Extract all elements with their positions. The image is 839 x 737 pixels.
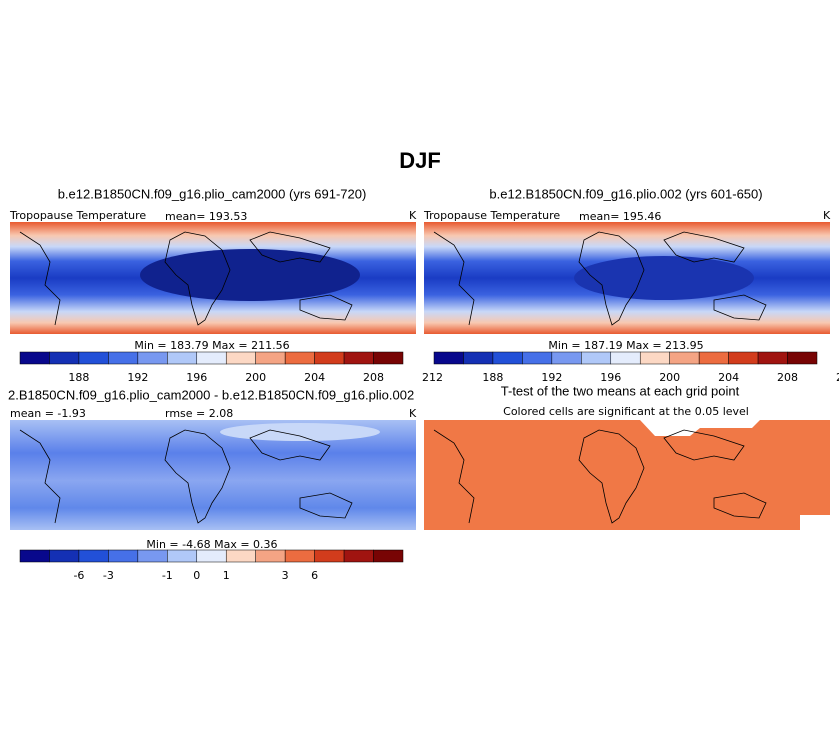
colorbar-cell [196, 351, 227, 365]
colorbar-cell [373, 351, 404, 365]
colorbar-cell [284, 549, 315, 563]
panel-subheading: Colored cells are significant at the 0.0… [503, 405, 749, 418]
colorbar-cell [255, 351, 286, 365]
colorbar-cell [610, 351, 641, 365]
variable-label: Tropopause Temperature [423, 209, 560, 222]
colorbar-cell [757, 351, 788, 365]
colorbar-label: 6 [311, 569, 318, 582]
colorbar-cell [581, 351, 612, 365]
colorbar-cell [698, 351, 729, 365]
stats-label: Min = 183.79 Max = 211.56 [134, 339, 289, 352]
colorbar-cell [196, 549, 227, 563]
colorbar-cell [225, 549, 256, 563]
panel-heading: 2.B1850CN.f09_g16.plio_cam2000 - b.e12.B… [8, 387, 414, 402]
colorbar-cell [49, 351, 80, 365]
map [424, 222, 830, 334]
colorbar-label: 0 [193, 569, 200, 582]
colorbar-label: 200 [659, 371, 680, 384]
map [424, 420, 830, 530]
colorbar-cell [343, 549, 374, 563]
colorbar-label: 1 [223, 569, 230, 582]
colorbar-cell [108, 351, 139, 365]
colorbar-cell [78, 549, 109, 563]
colorbar-label: 188 [68, 371, 89, 384]
colorbar-label: 212 [836, 371, 839, 384]
colorbar-label: 3 [282, 569, 289, 582]
colorbar-cell [137, 549, 168, 563]
colorbar-label: 196 [186, 371, 207, 384]
colorbar-label: 192 [127, 371, 148, 384]
colorbar-cell [463, 351, 494, 365]
colorbar-cell [225, 351, 256, 365]
colorbar-cell [19, 549, 50, 563]
colorbar-cell [167, 549, 198, 563]
coastlines [19, 231, 767, 524]
units-label: K [823, 209, 831, 222]
map [10, 222, 416, 334]
colorbar-cell [314, 351, 345, 365]
colorbar-cell [492, 351, 523, 365]
units-label: K [409, 407, 417, 420]
stats-label: Min = 187.19 Max = 213.95 [548, 339, 703, 352]
colorbar-cell [373, 549, 404, 563]
mean-label: mean= 195.46 [579, 210, 661, 223]
panel-heading: b.e12.B1850CN.f09_g16.plio_cam2000 (yrs … [58, 186, 367, 201]
colorbar-cell [49, 549, 80, 563]
panel-heading: T-test of the two means at each grid poi… [501, 383, 740, 398]
colorbar-cell [343, 351, 374, 365]
colorbar-cell [522, 351, 553, 365]
colorbar-cell [314, 549, 345, 563]
colorbar-label: 212 [422, 371, 443, 384]
colorbar-label: 204 [718, 371, 739, 384]
figure-title: DJF [399, 148, 441, 173]
colorbar-cell [551, 351, 582, 365]
variable-label: Tropopause Temperature [9, 209, 146, 222]
stats-label: Min = -4.68 Max = 0.36 [146, 538, 277, 551]
rmse-label: rmse = 2.08 [165, 407, 233, 420]
colorbar-cell [137, 351, 168, 365]
panel-heading: b.e12.B1850CN.f09_g16.plio.002 (yrs 601-… [489, 186, 762, 201]
colorbar-label: -1 [162, 569, 173, 582]
colorbar-cell [284, 351, 315, 365]
map [10, 420, 416, 530]
colorbar-cell [167, 351, 198, 365]
units-label: K [409, 209, 417, 222]
colorbar-cell [108, 549, 139, 563]
mean-label: mean = -1.93 [10, 407, 86, 420]
colorbar-cell [255, 549, 286, 563]
colorbar-cell [19, 351, 50, 365]
colorbar-label: -6 [73, 569, 84, 582]
colorbar-label: 188 [482, 371, 503, 384]
colorbar-label: 192 [541, 371, 562, 384]
colorbar-cell [639, 351, 670, 365]
colorbar-label: 200 [245, 371, 266, 384]
colorbar-label: 208 [777, 371, 798, 384]
colorbar-label: -3 [103, 569, 114, 582]
mean-label: mean= 193.53 [165, 210, 247, 223]
colorbar-label: 208 [363, 371, 384, 384]
colorbar-cell [669, 351, 700, 365]
colorbar-cell [78, 351, 109, 365]
colorbar-cell [728, 351, 759, 365]
colorbar-cell [433, 351, 464, 365]
colorbar-label: 204 [304, 371, 325, 384]
colorbar-label: 196 [600, 371, 621, 384]
colorbar-cell [787, 351, 818, 365]
